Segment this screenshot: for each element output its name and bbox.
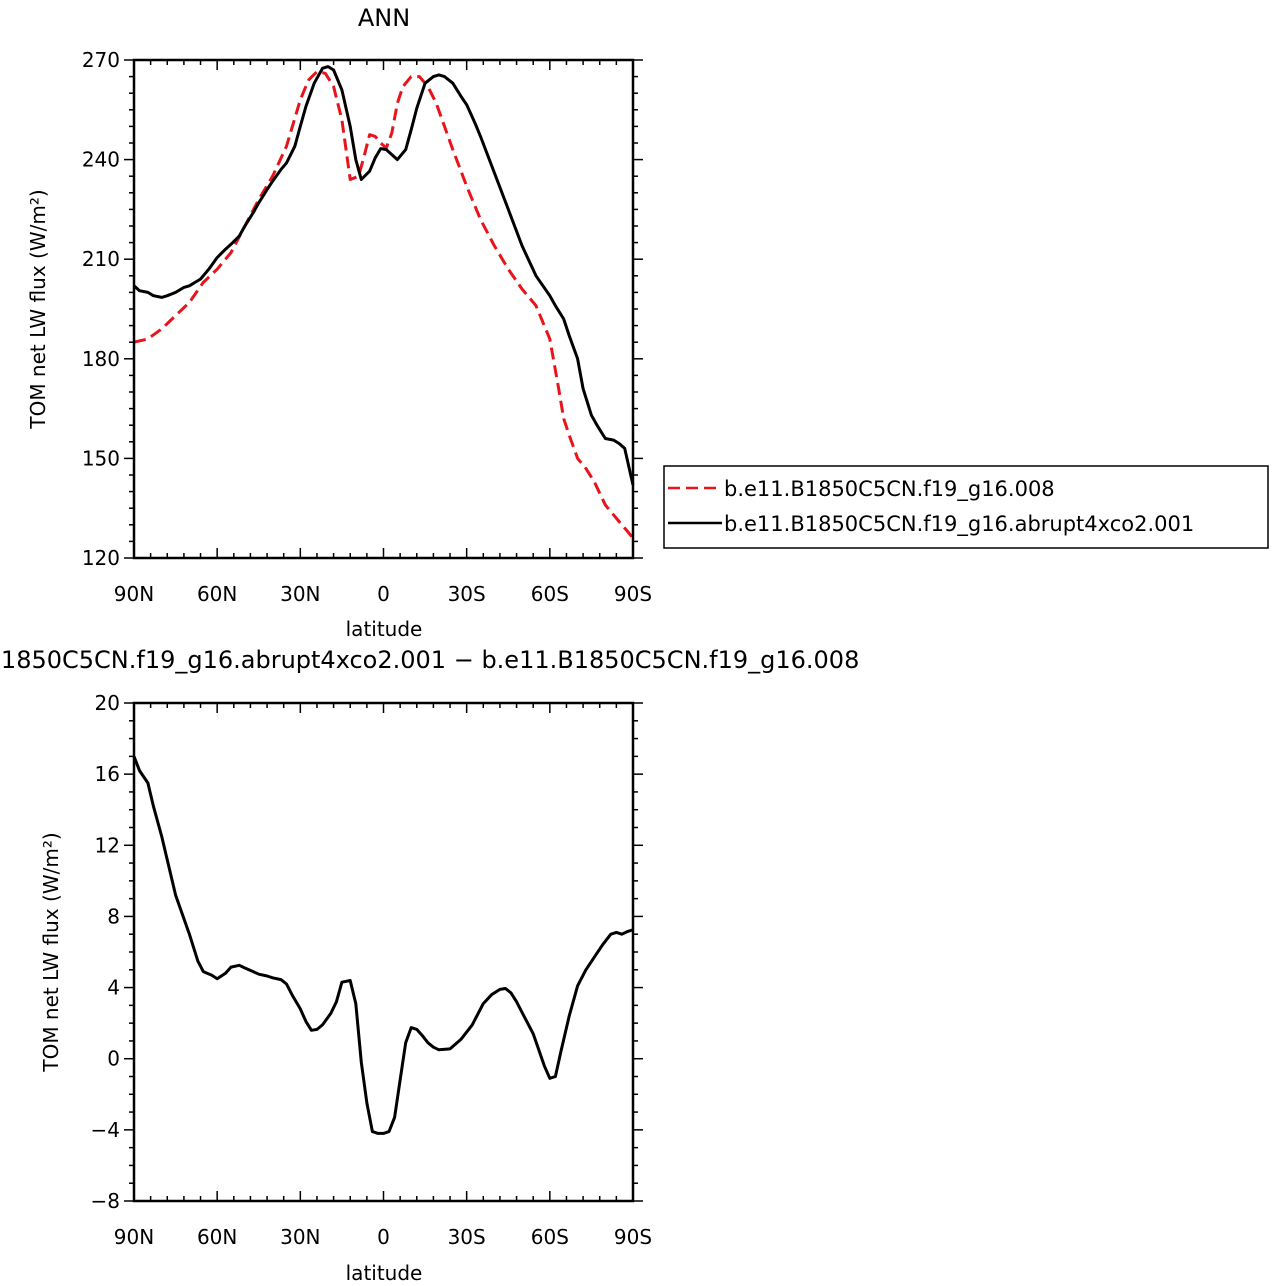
y-tick-label: 4 <box>107 976 120 1000</box>
y-tick-label: 120 <box>82 546 120 570</box>
y-tick-label: 8 <box>107 904 120 928</box>
series-line-0 <box>132 755 634 1135</box>
x-tick-label: 60S <box>531 582 569 606</box>
y-tick-label: 0 <box>107 1047 120 1071</box>
x-tick-label: 30N <box>280 1225 320 1249</box>
x-tick-label: 30S <box>448 582 486 606</box>
y-tick-label: −8 <box>91 1189 120 1213</box>
top-panel: ANN 90N 60N 30N 0 30S 60S 90S 120 150 180 210 240 27… <box>26 4 1269 641</box>
legend-text-1: b.e11.B1850C5CN.f19_g16.abrupt4xco2.001 <box>724 512 1194 537</box>
legend-text-0: b.e11.B1850C5CN.f19_g16.008 <box>724 477 1055 502</box>
top-plot-frame <box>132 58 635 560</box>
x-tick-label: 30S <box>448 1225 486 1249</box>
x-tick-label: 90S <box>614 1225 652 1249</box>
y-tick-label: −4 <box>91 1118 120 1142</box>
top-chart-title: ANN <box>358 4 410 32</box>
bottom-tick-labels: 90N 60N 30N 0 30S 60S 90S −8 −4 0 4 8 12 16 20 <box>91 691 653 1249</box>
top-ticks <box>124 59 643 559</box>
x-tick-label: 60S <box>531 1225 569 1249</box>
series-line-1 <box>133 65 635 486</box>
x-tick-label: 60N <box>197 1225 237 1249</box>
x-tick-label: 90S <box>614 582 652 606</box>
bottom-x-axis-label: latitude <box>346 1261 423 1285</box>
bottom-y-axis-label: TOM net LW flux (W/m²) <box>39 832 63 1072</box>
x-tick-label: 0 <box>377 1225 390 1249</box>
legend: b.e11.B1850C5CN.f19_g16.008 b.e11.B1850C… <box>663 465 1269 549</box>
bottom-chart-title: b.e11.B1850C5CN.f19_g16.abrupt4xco2.001 … <box>0 646 859 674</box>
y-tick-label: 20 <box>95 691 120 715</box>
bottom-ticks <box>124 702 643 1202</box>
top-x-axis-label: latitude <box>346 617 423 641</box>
x-tick-label: 0 <box>377 582 390 606</box>
legend-box <box>663 465 1269 549</box>
y-tick-label: 12 <box>95 833 120 857</box>
series-line-0 <box>133 70 635 540</box>
y-tick-label: 180 <box>82 347 120 371</box>
y-tick-label: 240 <box>82 148 120 172</box>
top-series-layer <box>133 65 635 540</box>
y-tick-label: 210 <box>82 247 120 271</box>
top-y-axis-label: TOM net LW flux (W/m²) <box>26 189 50 429</box>
y-tick-label: 270 <box>82 48 120 72</box>
x-tick-label: 30N <box>280 582 320 606</box>
x-tick-label: 90N <box>114 582 154 606</box>
top-tick-labels: 90N 60N 30N 0 30S 60S 90S 120 150 180 210 240 270 <box>82 48 652 606</box>
bottom-plot-frame <box>132 701 635 1203</box>
y-tick-label: 150 <box>82 446 120 470</box>
y-tick-label: 16 <box>95 762 120 786</box>
x-tick-label: 90N <box>114 1225 154 1249</box>
x-tick-label: 60N <box>197 582 237 606</box>
bottom-panel: b.e11.B1850C5CN.f19_g16.abrupt4xco2.001 … <box>0 646 859 1285</box>
bottom-series-layer <box>132 755 634 1135</box>
